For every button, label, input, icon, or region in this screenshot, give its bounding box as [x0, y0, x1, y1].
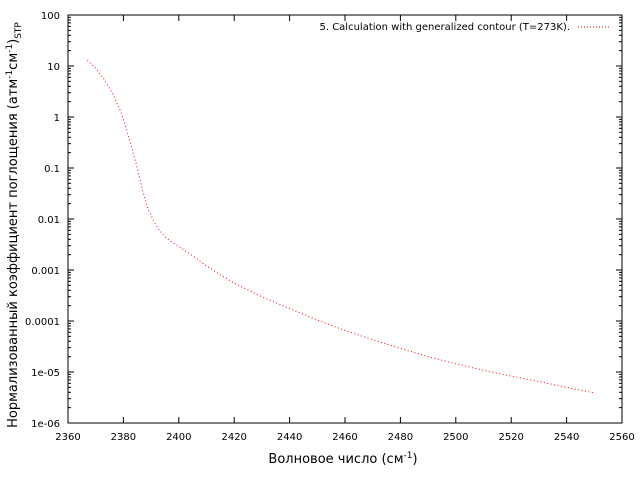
y-tick-label: 10	[47, 62, 60, 73]
series-line	[87, 59, 595, 394]
x-tick-label: 2460	[332, 432, 357, 443]
x-tick-label: 2540	[554, 432, 579, 443]
x-tick-label: 2440	[277, 432, 302, 443]
y-tick-label: 1	[54, 113, 60, 124]
y-tick-label: 0.001	[31, 266, 60, 277]
x-axis-label: Волновое число (см-1)	[268, 451, 417, 467]
y-tick-label: 0.1	[44, 164, 60, 175]
x-tick-label: 2500	[443, 432, 468, 443]
y-tick-label: 1e-06	[31, 419, 60, 430]
axis-tick-labels: 2360 2380 2400 2420 2440 2460 2480 2500 2520 2540…	[25, 11, 635, 443]
axis-ticks	[67, 14, 623, 424]
x-tick-label: 2480	[388, 432, 413, 443]
y-tick-label: 0.0001	[25, 317, 60, 328]
x-tick-label: 2400	[166, 432, 191, 443]
y-axis-label: Нормализованный коэффициент поглощения (…	[5, 22, 24, 428]
plot-frame	[67, 14, 623, 424]
y-tick-label: 0.01	[38, 215, 60, 226]
legend: 5. Calculation with generalized contour …	[319, 22, 609, 33]
legend-entry-label: 5. Calculation with generalized contour …	[319, 22, 570, 33]
x-tick-label: 2380	[111, 432, 136, 443]
y-tick-label: 1e-05	[31, 368, 60, 379]
x-tick-label: 2360	[55, 432, 80, 443]
x-tick-label: 2520	[498, 432, 523, 443]
series-layer	[87, 59, 595, 394]
x-tick-label: 2420	[221, 432, 246, 443]
y-tick-label: 100	[41, 11, 60, 22]
x-tick-label: 2560	[609, 432, 634, 443]
